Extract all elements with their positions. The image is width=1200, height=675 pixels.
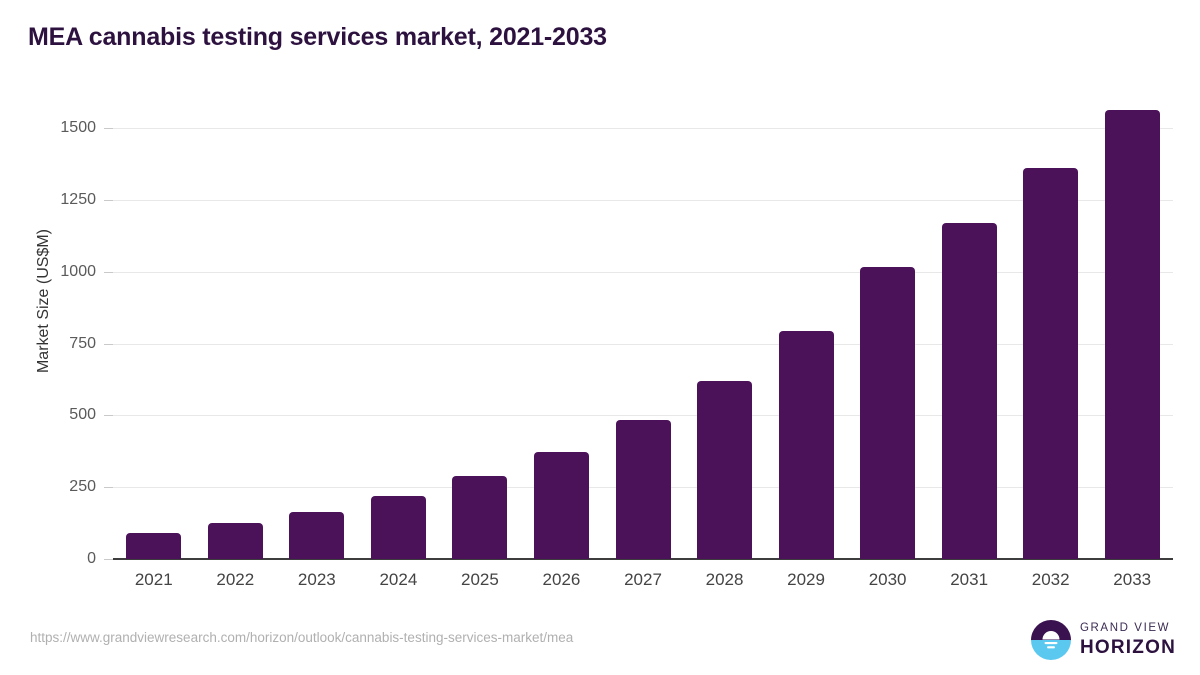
gridline-0 [113,558,1173,560]
bar-2023[interactable] [289,511,345,559]
bar-2032[interactable] [1023,168,1079,559]
y-tick-label-250: 250 [69,478,96,496]
bar-2028[interactable] [697,380,753,559]
y-tick-label-500: 500 [69,406,96,424]
y-tick-label-1250: 1250 [60,190,96,208]
x-tick-label-2021: 2021 [134,570,173,589]
logo-line-1: GRAND VIEW [1079,622,1171,635]
logo-wordmark: GRAND VIEW HORIZON [1080,623,1176,657]
x-tick-label-2028: 2028 [705,570,744,589]
x-tick-label-2023: 2023 [297,570,336,589]
x-tick-label-2027: 2027 [624,570,662,589]
y-tick-mark-0 [104,559,113,560]
gridline-500 [113,415,1173,417]
y-tick-mark-750 [104,343,113,345]
horizon-circle-icon [1030,620,1071,660]
gridline-1000 [113,271,1173,273]
y-tick-label-1000: 1000 [60,262,96,280]
bar-2029[interactable] [778,330,834,559]
y-tick-mark-1000 [104,271,113,273]
x-tick-label-2025: 2025 [461,570,499,589]
x-axis-tick-labels: 2021 2022 2023 2024 2025 2026 2027 2028 2029 2030… [113,570,1173,600]
x-tick-label-2024: 2024 [379,570,418,589]
y-tick-mark-250 [104,487,113,489]
y-tick-mark-1250 [104,199,113,201]
bar-2027[interactable] [615,419,671,559]
bar-2021[interactable] [126,533,182,559]
y-tick-label-0: 0 [87,550,96,567]
gridline-1250 [113,199,1173,201]
y-tick-label-750: 750 [69,334,96,352]
x-tick-label-2032: 2032 [1031,570,1070,589]
page-title: MEA cannabis testing services market, 20… [28,23,607,51]
bar-2025[interactable] [452,475,508,559]
gridline-750 [113,343,1173,345]
y-tick-mark-500 [104,415,113,417]
bar-2026[interactable] [533,452,589,559]
y-axis-tick-labels: 0 250 500 750 1000 1250 1500 [0,0,96,675]
gridline-1500 [113,128,1173,129]
brand-logo: GRAND VIEW HORIZON [1030,620,1176,660]
bar-2024[interactable] [370,496,426,559]
x-tick-label-2022: 2022 [216,570,255,589]
bar-series [113,0,1173,675]
x-tick-label-2026: 2026 [542,570,581,589]
source-url[interactable]: https://www.grandviewresearch.com/horizo… [30,630,574,645]
x-tick-label-2030: 2030 [868,570,907,589]
y-tick-mark-1500 [104,128,113,129]
x-tick-label-2029: 2029 [787,570,825,589]
bar-2031[interactable] [941,223,997,559]
bar-2030[interactable] [860,266,916,559]
bar-2033[interactable] [1104,110,1160,559]
x-tick-label-2033: 2033 [1113,570,1152,589]
x-tick-label-2031: 2031 [950,570,989,589]
bar-2022[interactable] [207,523,263,559]
logo-line-2: HORIZON [1079,636,1176,658]
y-tick-label-1500: 1500 [60,119,96,136]
